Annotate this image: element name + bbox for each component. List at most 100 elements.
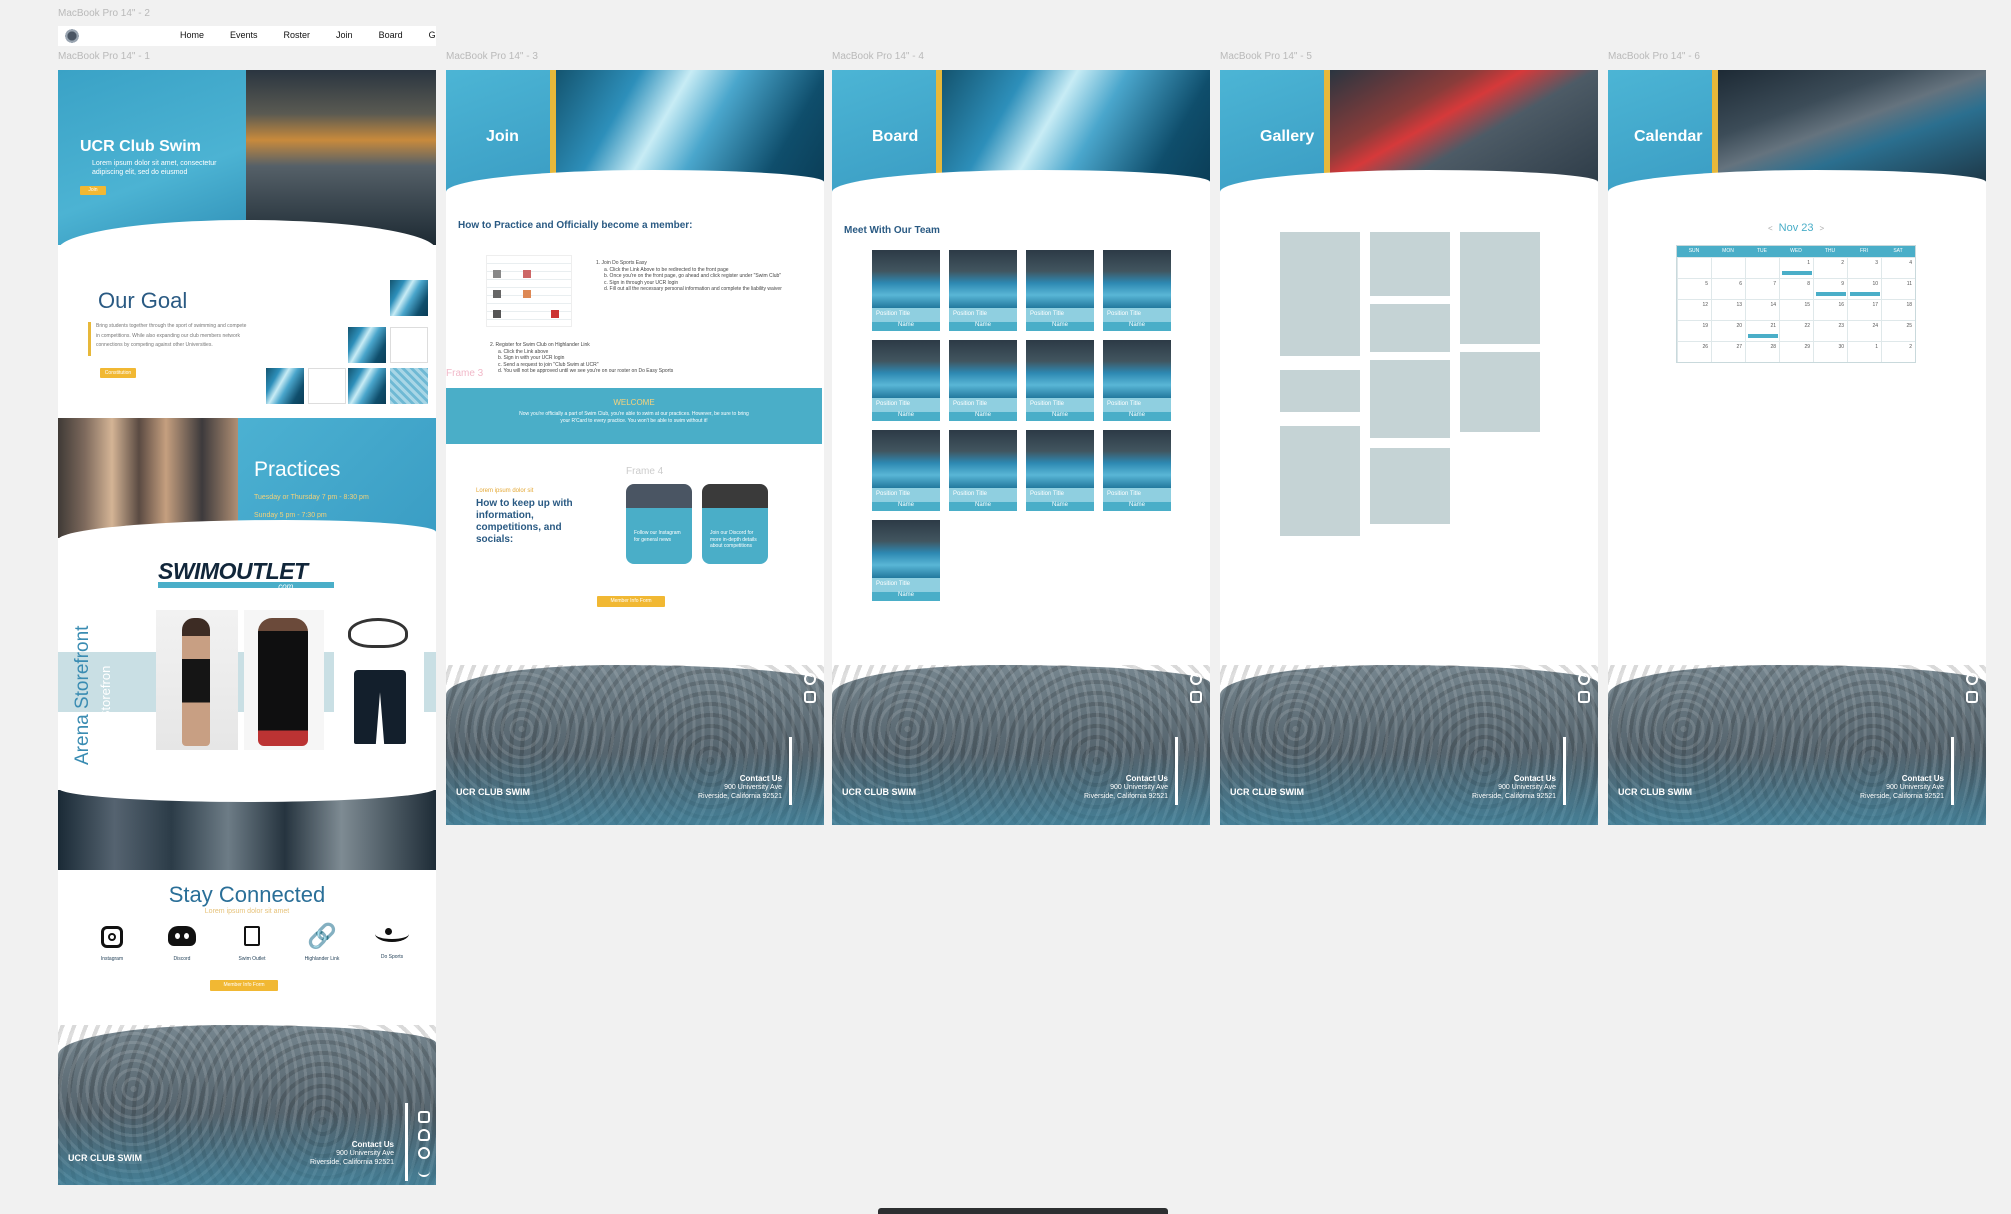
- gallery-placeholder[interactable]: [1370, 232, 1450, 296]
- nav-board[interactable]: Board: [378, 30, 403, 40]
- product-parka[interactable]: [244, 610, 324, 750]
- calendar-day-cell[interactable]: [1745, 258, 1779, 278]
- instagram-card[interactable]: Follow our Instagram for general news: [626, 484, 692, 564]
- instagram-icon[interactable]: [1966, 691, 1978, 703]
- calendar-day-cell[interactable]: 5: [1677, 279, 1711, 299]
- calendar-day-cell[interactable]: 2: [1881, 342, 1915, 362]
- board-member-card[interactable]: Position Title Name: [1026, 340, 1094, 422]
- calendar-day-cell[interactable]: 1: [1779, 258, 1813, 278]
- calendar-event-marker[interactable]: [1748, 334, 1778, 338]
- calendar-day-cell[interactable]: 24: [1847, 321, 1881, 341]
- calendar-day-cell[interactable]: 15: [1779, 300, 1813, 320]
- nav-events[interactable]: Events: [230, 30, 258, 40]
- calendar-day-cell[interactable]: 28: [1745, 342, 1779, 362]
- calendar-day-cell[interactable]: 8: [1779, 279, 1813, 299]
- keep-small-text: Lorem ipsum dolor sit: [476, 488, 534, 494]
- gallery-placeholder[interactable]: [1460, 232, 1540, 344]
- calendar-day-cell[interactable]: 9: [1813, 279, 1847, 299]
- calendar-day-cell[interactable]: 12: [1677, 300, 1711, 320]
- board-member-card[interactable]: Position Title Name: [949, 430, 1017, 512]
- social-swimoutlet[interactable]: Swim Outlet: [222, 926, 282, 962]
- social-instagram[interactable]: Instagram: [82, 926, 142, 962]
- social-discord[interactable]: Discord: [152, 926, 212, 962]
- instagram-icon[interactable]: [1190, 691, 1202, 703]
- calendar-day-cell[interactable]: 30: [1813, 342, 1847, 362]
- link-icon[interactable]: [1575, 670, 1593, 688]
- discord-icon[interactable]: [418, 1129, 430, 1141]
- calendar-day-cell[interactable]: 11: [1881, 279, 1915, 299]
- canvas-scrollbar[interactable]: [878, 1208, 1168, 1214]
- calendar-day-cell[interactable]: 3: [1847, 258, 1881, 278]
- calendar-day-cell[interactable]: 23: [1813, 321, 1847, 341]
- board-member-card[interactable]: Position Title Name: [1026, 430, 1094, 512]
- prev-month-button[interactable]: <: [1768, 223, 1773, 233]
- calendar-day-cell[interactable]: [1711, 258, 1745, 278]
- discord-card[interactable]: Join our Discord for more in-depth detai…: [702, 484, 768, 564]
- instagram-icon[interactable]: [418, 1111, 430, 1123]
- calendar-day-cell[interactable]: 16: [1813, 300, 1847, 320]
- instagram-icon[interactable]: [1578, 691, 1590, 703]
- member-info-button[interactable]: Member Info Form: [210, 980, 278, 991]
- gallery-placeholder[interactable]: [1370, 304, 1450, 352]
- calendar-day-cell[interactable]: [1677, 258, 1711, 278]
- welcome-title: WELCOME: [613, 398, 655, 407]
- calendar-event-marker[interactable]: [1782, 271, 1812, 275]
- calendar-day-cell[interactable]: 25: [1881, 321, 1915, 341]
- calendar-day-cell[interactable]: 17: [1847, 300, 1881, 320]
- gallery-placeholder[interactable]: [1280, 370, 1360, 412]
- board-member-card[interactable]: Position Title Name: [872, 430, 940, 512]
- board-member-card[interactable]: Position Title Name: [1103, 340, 1171, 422]
- gallery-placeholder[interactable]: [1280, 426, 1360, 536]
- constitution-button[interactable]: Constitution: [100, 368, 136, 378]
- next-month-button[interactable]: >: [1819, 223, 1825, 233]
- calendar-day-cell[interactable]: 2: [1813, 258, 1847, 278]
- link-icon[interactable]: [1187, 670, 1205, 688]
- link-icon[interactable]: [415, 1144, 433, 1162]
- hero-join-button[interactable]: Join: [80, 186, 106, 195]
- calendar-day-cell[interactable]: 18: [1881, 300, 1915, 320]
- board-member-card[interactable]: Position Title Name: [1103, 430, 1171, 512]
- calendar-day-cell[interactable]: 4: [1881, 258, 1915, 278]
- calendar-day-cell[interactable]: 14: [1745, 300, 1779, 320]
- calendar-day-cell[interactable]: 27: [1711, 342, 1745, 362]
- product-jammer[interactable]: [334, 610, 424, 750]
- nav-roster[interactable]: Roster: [283, 30, 311, 40]
- product-swimsuit[interactable]: [156, 610, 238, 750]
- link-icon[interactable]: [801, 670, 819, 688]
- gallery-placeholder[interactable]: [1370, 360, 1450, 438]
- calendar-day-cell[interactable]: 7: [1745, 279, 1779, 299]
- board-member-card[interactable]: Position Title Name: [949, 250, 1017, 332]
- gallery-placeholder[interactable]: [1370, 448, 1450, 524]
- calendar-day-cell[interactable]: 6: [1711, 279, 1745, 299]
- nav-join[interactable]: Join: [336, 30, 353, 40]
- calendar-day-cell[interactable]: 26: [1677, 342, 1711, 362]
- footer-icons: [801, 670, 819, 703]
- calendar-event-marker[interactable]: [1850, 292, 1880, 296]
- board-member-card[interactable]: Position Title Name: [872, 340, 940, 422]
- calendar-event-marker[interactable]: [1816, 292, 1846, 296]
- link-icon[interactable]: [1963, 670, 1981, 688]
- board-member-card[interactable]: Position Title Name: [872, 520, 940, 602]
- board-member-card[interactable]: Position Title Name: [1026, 250, 1094, 332]
- nav-home[interactable]: Home: [180, 30, 205, 40]
- social-do-sports[interactable]: Do Sports: [362, 926, 422, 962]
- calendar-day-cell[interactable]: 10: [1847, 279, 1881, 299]
- calendar-day-cell[interactable]: 13: [1711, 300, 1745, 320]
- calendar-day-cell[interactable]: 20: [1711, 321, 1745, 341]
- board-member-card[interactable]: Position Title Name: [949, 340, 1017, 422]
- calendar-day-cell[interactable]: 29: [1779, 342, 1813, 362]
- join-member-info-button[interactable]: Member Info Form: [597, 596, 665, 607]
- social-highlander-link[interactable]: 🔗 Highlander Link: [292, 925, 352, 963]
- gallery-placeholder[interactable]: [1460, 352, 1540, 432]
- gallery-placeholder[interactable]: [1280, 232, 1360, 356]
- calendar-day-cell[interactable]: 1: [1847, 342, 1881, 362]
- instagram-icon[interactable]: [804, 691, 816, 703]
- nav-gallery[interactable]: Gallery: [428, 30, 436, 40]
- calendar-day-cell[interactable]: 19: [1677, 321, 1711, 341]
- board-member-card[interactable]: Position Title Name: [872, 250, 940, 332]
- calendar-day-cell[interactable]: 22: [1779, 321, 1813, 341]
- swimoutlet-logo[interactable]: SWIMOUTLET: [158, 558, 308, 584]
- calendar-day-cell[interactable]: 21: [1745, 321, 1779, 341]
- board-member-card[interactable]: Position Title Name: [1103, 250, 1171, 332]
- swimmer-icon[interactable]: [418, 1165, 430, 1177]
